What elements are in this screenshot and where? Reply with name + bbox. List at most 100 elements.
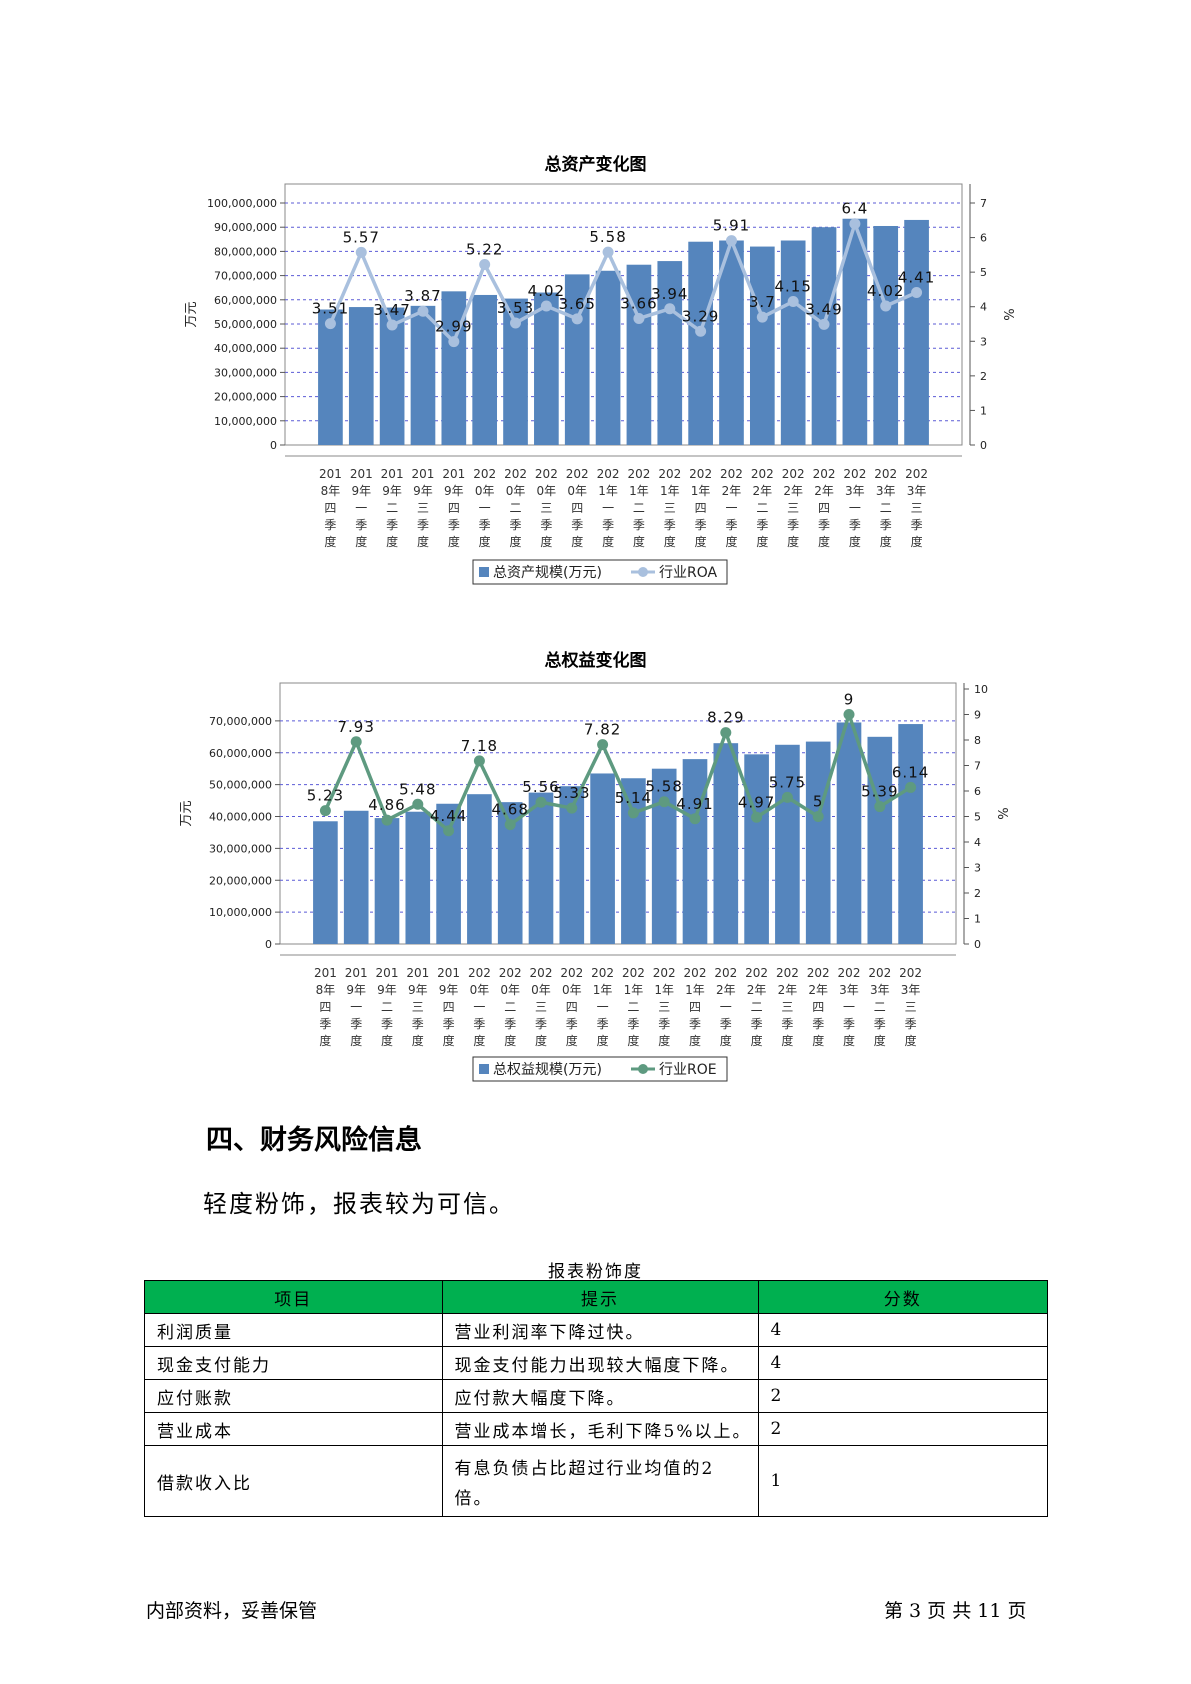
- x-tick-label: 201 9年四季度: [437, 966, 460, 1048]
- x-tick-label: 202 2年一季度: [720, 467, 743, 549]
- x-tick-label: 201 9年一季度: [350, 467, 373, 549]
- line-point: [350, 736, 362, 748]
- legend-bar-label: 总资产规模(万元): [493, 565, 602, 581]
- series-line: [323, 708, 912, 834]
- y2-tick-label: 5: [974, 811, 981, 824]
- legend-box: [472, 1056, 728, 1082]
- x-tick-label: 202 0年一季度: [473, 467, 496, 549]
- x-tick-label: 201 9年二季度: [381, 467, 404, 549]
- y-tick-label: 90,000,000: [214, 221, 277, 234]
- bar: [318, 309, 343, 445]
- x-tick-label: 202 2年四季度: [807, 966, 830, 1048]
- bar: [590, 773, 615, 944]
- x-tick-label: 202 0年二季度: [504, 467, 527, 549]
- bar: [528, 792, 554, 944]
- bar: [719, 240, 744, 445]
- line-point: [787, 296, 799, 308]
- data-label: 3.29: [682, 307, 719, 325]
- row-hint: 营业成本增长，毛利下降5%以上。: [441, 1412, 759, 1446]
- x-tick-label: 201 9年一季度: [345, 966, 368, 1048]
- y-tick-label: 70,000,000: [209, 715, 272, 728]
- data-label: 6.14: [892, 763, 929, 781]
- data-label: 3.65: [559, 295, 596, 313]
- footer-confidential: 内部资料，妥善保管: [146, 1600, 318, 1622]
- bar: [713, 743, 739, 944]
- y-tick-label: 20,000,000: [209, 874, 272, 887]
- bar: [836, 722, 862, 944]
- header-score: 分数: [757, 1280, 1049, 1314]
- table-row: 现金支付能力 现金支付能力出现较大幅度下降。 4: [144, 1346, 1049, 1380]
- bar: [534, 292, 559, 445]
- line-point: [319, 805, 331, 817]
- legend-bar-swatch: [479, 1064, 489, 1074]
- bar: [621, 778, 646, 944]
- line-point: [843, 709, 855, 720]
- y-tick-label: 0: [270, 439, 277, 452]
- table-header-row: 项目 提示 分数: [144, 1280, 1049, 1314]
- x-tick-label: 202 3年二季度: [874, 467, 897, 549]
- line-point: [473, 755, 485, 767]
- bar: [811, 227, 837, 445]
- data-label: 5.58: [645, 778, 682, 796]
- line-point: [566, 802, 578, 814]
- y-tick-label: 100,000,000: [207, 197, 277, 210]
- data-label: 5: [813, 793, 824, 811]
- y2-tick-label: 7: [974, 760, 981, 773]
- line-point: [443, 825, 455, 837]
- bar: [348, 307, 374, 445]
- data-label: 3.47: [373, 301, 410, 319]
- line-point: [571, 313, 583, 325]
- data-label: 8.29: [707, 709, 744, 727]
- data-label: 5.91: [713, 217, 750, 235]
- row-hint: 有息负债占比超过行业均值的2倍。: [441, 1445, 759, 1517]
- row-score: 4: [757, 1313, 1049, 1347]
- data-label: 2.99: [435, 318, 472, 336]
- bar: [626, 264, 652, 445]
- data-label: 5.58: [589, 228, 626, 246]
- x-tick-label: 202 0年三季度: [530, 966, 553, 1048]
- y2-tick-label: 5: [980, 266, 987, 279]
- chart2-title: 总权益变化图: [544, 651, 647, 671]
- bar: [343, 810, 369, 944]
- x-tick-label: 202 0年三季度: [535, 467, 558, 549]
- data-label: 7.93: [337, 718, 374, 736]
- line-point: [905, 781, 917, 793]
- x-tick-label: 202 2年一季度: [714, 966, 737, 1048]
- data-label: 5.14: [615, 789, 652, 807]
- total-assets-chart: 0 10,000,000 20,000,000 30,000,000 40,000,00…: [184, 183, 1015, 585]
- header-hint: 提示: [441, 1280, 759, 1314]
- row-score: 2: [757, 1412, 1049, 1446]
- data-label: 4.68: [491, 801, 528, 819]
- bar: [688, 241, 713, 445]
- data-label: 4.02: [528, 282, 565, 300]
- row-score: 1: [757, 1445, 1049, 1517]
- data-label: 4.97: [738, 793, 775, 811]
- y2-tick-label: 1: [974, 913, 981, 926]
- legend-line-marker: [638, 567, 648, 577]
- header-item: 项目: [144, 1280, 443, 1314]
- x-tick-label: 202 0年一季度: [468, 966, 491, 1048]
- y2-tick-label: 1: [980, 404, 987, 417]
- y-tick-label: 60,000,000: [209, 747, 272, 760]
- y-tick-label: 30,000,000: [214, 366, 277, 379]
- y2-tick-label: 6: [980, 232, 987, 245]
- y-tick-label: 30,000,000: [209, 842, 272, 855]
- line-point: [504, 819, 516, 831]
- bar: [467, 794, 492, 944]
- line-point: [720, 727, 732, 739]
- line-point: [324, 318, 336, 330]
- legend-line-label: 行业ROA: [659, 565, 718, 581]
- row-item: 借款收入比: [144, 1445, 443, 1517]
- data-label: 5.33: [553, 784, 590, 802]
- table-row: 借款收入比 有息负债占比超过行业均值的2倍。 1: [144, 1445, 1049, 1517]
- x-tick-label: 202 1年一季度: [597, 467, 620, 549]
- y-tick-label: 50,000,000: [209, 779, 272, 792]
- y2-axis-title: %: [994, 807, 1009, 819]
- row-hint: 现金支付能力出现较大幅度下降。: [441, 1346, 759, 1380]
- bar: [405, 811, 431, 944]
- row-item: 营业成本: [144, 1412, 443, 1446]
- y2-tick-label: 6: [974, 785, 981, 798]
- y2-tick-label: 7: [980, 197, 987, 210]
- section-heading: 四、财务风险信息: [206, 1125, 422, 1156]
- x-tick-label: 202 3年一季度: [838, 966, 861, 1048]
